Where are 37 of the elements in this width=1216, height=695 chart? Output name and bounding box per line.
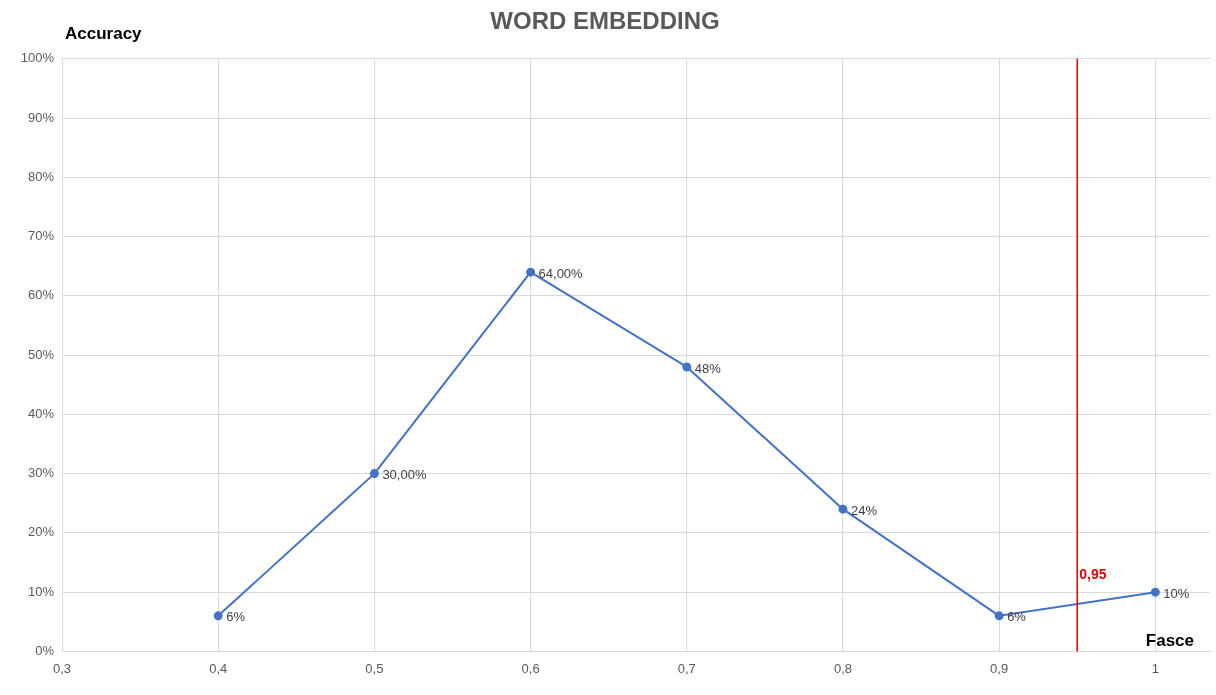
y-tick-label: 10% — [27, 583, 55, 599]
ref-line-label: 0,95 — [1079, 566, 1107, 583]
y-tick-label: 80% — [27, 168, 55, 184]
data-label: 6% — [1007, 609, 1027, 625]
x-tick-label: 0,4 — [209, 660, 228, 676]
x-tick-label: 0,5 — [365, 660, 384, 676]
y-axis-title: Accuracy — [65, 23, 143, 43]
y-tick-label: 0% — [35, 642, 55, 658]
x-tick-label: 0,9 — [990, 660, 1009, 676]
point — [682, 362, 692, 372]
chart-title: WORD EMBEDDING — [490, 7, 720, 35]
x-axis-title: Fasce — [1145, 630, 1194, 650]
y-tick-label: 70% — [27, 228, 55, 244]
point — [369, 469, 379, 479]
y-tick-label: 50% — [27, 346, 55, 362]
point — [213, 611, 223, 621]
data-label: 24% — [850, 502, 878, 518]
point — [1150, 587, 1160, 597]
x-tick-label: 0,3 — [52, 660, 72, 676]
y-tick-label: 40% — [27, 405, 55, 421]
y-tick-label: 20% — [27, 524, 55, 540]
x-tick-label: 0,8 — [833, 660, 852, 676]
data-label: 64,00% — [538, 265, 584, 281]
point — [994, 611, 1004, 621]
y-tick-label: 60% — [27, 287, 55, 303]
data-label: 30,00% — [382, 467, 427, 483]
y-tick-label: 30% — [27, 465, 55, 481]
data-label: 6% — [226, 609, 246, 625]
point — [526, 267, 536, 277]
x-tick-label: 1 — [1151, 660, 1159, 676]
point — [838, 504, 848, 514]
y-tick-label: 100% — [20, 50, 55, 66]
x-tick-label: 0,7 — [677, 660, 696, 676]
x-tick-label: 0,6 — [521, 660, 540, 676]
data-label: 10% — [1163, 585, 1190, 601]
data-label: 48% — [694, 360, 722, 376]
y-tick-label: 90% — [27, 109, 55, 125]
